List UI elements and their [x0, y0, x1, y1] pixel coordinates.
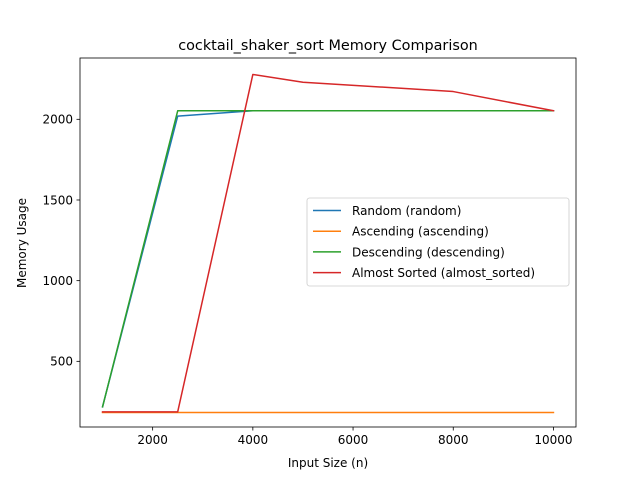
legend-box: [306, 197, 570, 287]
x-tick-label: 10000: [534, 433, 572, 447]
x-tick-label: 4000: [238, 433, 269, 447]
x-tick-label: 6000: [338, 433, 369, 447]
x-axis-label: Input Size (n): [288, 456, 368, 470]
legend-label-3: Descending (descending): [352, 245, 505, 259]
x-tick-label: 8000: [438, 433, 469, 447]
y-tick-label: 1000: [42, 274, 73, 288]
y-tick-label: 1500: [42, 193, 73, 207]
y-axis-label: Memory Usage: [15, 198, 29, 288]
plot-area: 2000 4000 6000 8000 10000 500 1000 1500 2000 Rand…: [42, 57, 577, 447]
series-line-4: [101, 73, 555, 413]
x-tick-label: 2000: [137, 433, 168, 447]
y-tick-label: 500: [50, 355, 73, 369]
chart-title: cocktail_shaker_sort Memory Comparison: [178, 38, 478, 54]
y-tick-label: 2000: [42, 113, 73, 127]
series-line-3: [101, 110, 555, 408]
legend-label-1: Random (random): [352, 204, 461, 218]
axes-frame: [79, 57, 577, 428]
legend-label-2: Ascending (ascending): [352, 225, 489, 239]
legend-label-4: Almost Sorted (almost_sorted): [352, 266, 535, 280]
